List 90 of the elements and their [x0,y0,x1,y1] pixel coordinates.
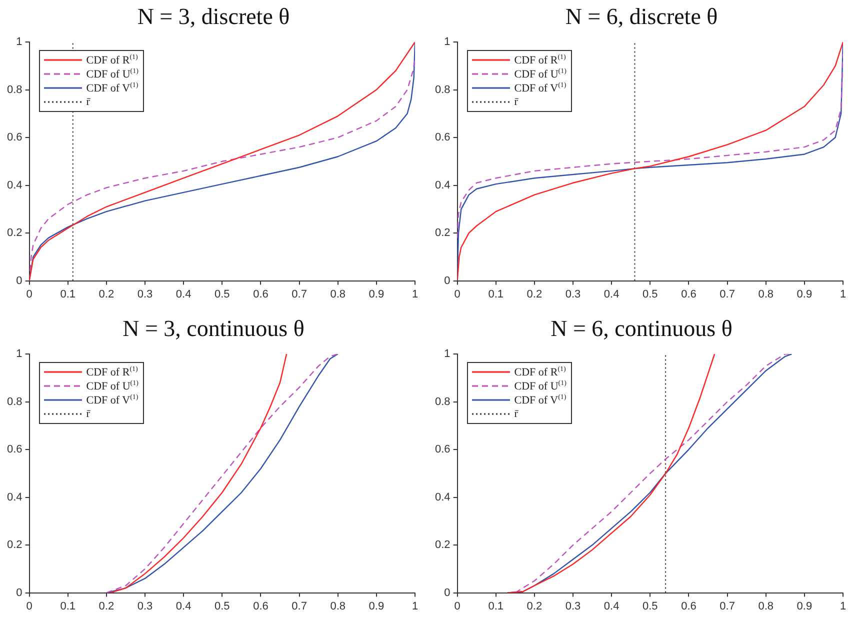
x-tick-label: 0.6 [681,600,696,612]
y-tick-label: 1 [444,36,450,48]
x-tick-label: 0.6 [253,288,268,300]
x-tick-label: 1 [412,600,418,612]
x-tick-label: 0.7 [292,288,307,300]
y-tick-label: 0.8 [6,396,22,408]
x-tick-label: 0.8 [758,600,774,612]
legend-label: CDF of V$^{(1)}$ [86,81,138,95]
y-tick-label: 0.2 [6,227,22,240]
x-tick-label: 0.1 [488,288,504,300]
x-tick-label: 0 [26,288,32,300]
legend-label: CDF of R$^{(1)}$ [86,365,138,379]
x-tick-label: 0.1 [60,600,76,612]
legend-label: CDF of R$^{(1)}$ [86,53,138,67]
x-tick-label: 0.7 [292,600,307,612]
x-tick-label: 0.3 [137,288,153,300]
legend-label: r̄ [514,96,518,108]
y-tick-label: 0.2 [6,539,22,552]
y-tick-label: 0 [16,586,22,599]
line-series [457,53,843,238]
x-tick-label: 0.9 [368,288,384,300]
y-tick-label: 0.4 [6,491,22,504]
legend-label: CDF of U$^{(1)}$ [514,67,566,81]
y-tick-label: 0.6 [6,444,22,456]
line-series [106,354,338,593]
x-tick-label: 0.3 [137,600,153,612]
y-tick-label: 1 [16,36,22,48]
x-tick-label: 0.5 [642,600,658,612]
y-tick-label: 0 [16,274,22,287]
y-tick-label: 0.4 [434,491,450,504]
x-tick-label: 0 [454,288,460,300]
y-tick-label: 0.8 [6,84,22,96]
y-tick-label: 0.4 [434,179,450,192]
chart-title: N = 3, continuous θ [122,316,306,342]
y-tick-label: 0 [444,586,450,599]
x-tick-label: 0 [454,600,460,612]
x-tick-label: 0.1 [60,288,76,300]
x-tick-label: 0.7 [720,600,735,612]
y-tick-label: 0.2 [434,227,450,240]
legend-label: r̄ [86,408,90,420]
legend-label: CDF of U$^{(1)}$ [86,67,138,81]
x-tick-label: 0.8 [758,288,774,300]
x-tick-label: 0.4 [176,600,192,612]
legend-label: r̄ [86,96,90,108]
legend-label: CDF of R$^{(1)}$ [514,365,566,379]
x-tick-label: 1 [840,288,846,300]
x-tick-label: 0.2 [98,600,114,612]
x-tick-label: 1 [412,288,418,300]
x-tick-label: 0.4 [604,288,620,300]
y-tick-label: 0.8 [434,84,450,96]
x-tick-label: 0.4 [176,288,192,300]
legend-label: CDF of U$^{(1)}$ [86,379,138,393]
y-tick-label: 0.4 [6,179,22,192]
legend-label: CDF of R$^{(1)}$ [514,53,566,67]
x-tick-label: 1 [840,600,846,612]
legend-label: CDF of V$^{(1)}$ [86,393,138,407]
y-tick-label: 0 [444,274,450,287]
x-tick-label: 0.5 [642,288,658,300]
chart-title: N = 3, discrete θ [136,4,291,30]
y-tick-label: 1 [16,348,22,360]
x-tick-label: 0.4 [604,600,620,612]
y-tick-label: 1 [444,348,450,360]
x-tick-label: 0.1 [488,600,504,612]
y-tick-label: 0.6 [6,132,22,144]
x-tick-label: 0.9 [368,600,384,612]
x-tick-label: 0.9 [796,600,812,612]
y-tick-label: 0.6 [434,444,450,456]
x-tick-label: 0.5 [214,288,230,300]
x-tick-label: 0.6 [253,600,268,612]
x-tick-label: 0.9 [796,288,812,300]
x-tick-label: 0.6 [681,288,696,300]
legend-label: CDF of V$^{(1)}$ [514,393,566,407]
x-tick-label: 0.8 [330,600,346,612]
y-tick-label: 0.6 [434,132,450,144]
x-tick-label: 0.3 [565,600,581,612]
x-tick-label: 0.7 [720,288,735,300]
x-tick-label: 0.8 [330,288,346,300]
x-tick-label: 0.3 [565,288,581,300]
x-tick-label: 0.2 [526,600,542,612]
x-tick-label: 0.2 [526,288,542,300]
chart-title: N = 6, discrete θ [564,4,719,30]
x-tick-label: 0.5 [214,600,230,612]
x-tick-label: 0.2 [98,288,114,300]
legend-label: r̄ [514,408,518,420]
y-tick-label: 0.2 [434,539,450,552]
legend-label: CDF of U$^{(1)}$ [514,379,566,393]
legend-label: CDF of V$^{(1)}$ [514,81,566,95]
x-tick-label: 0 [26,600,32,612]
y-tick-label: 0.8 [434,396,450,408]
chart-title: N = 6, continuous θ [550,316,734,342]
